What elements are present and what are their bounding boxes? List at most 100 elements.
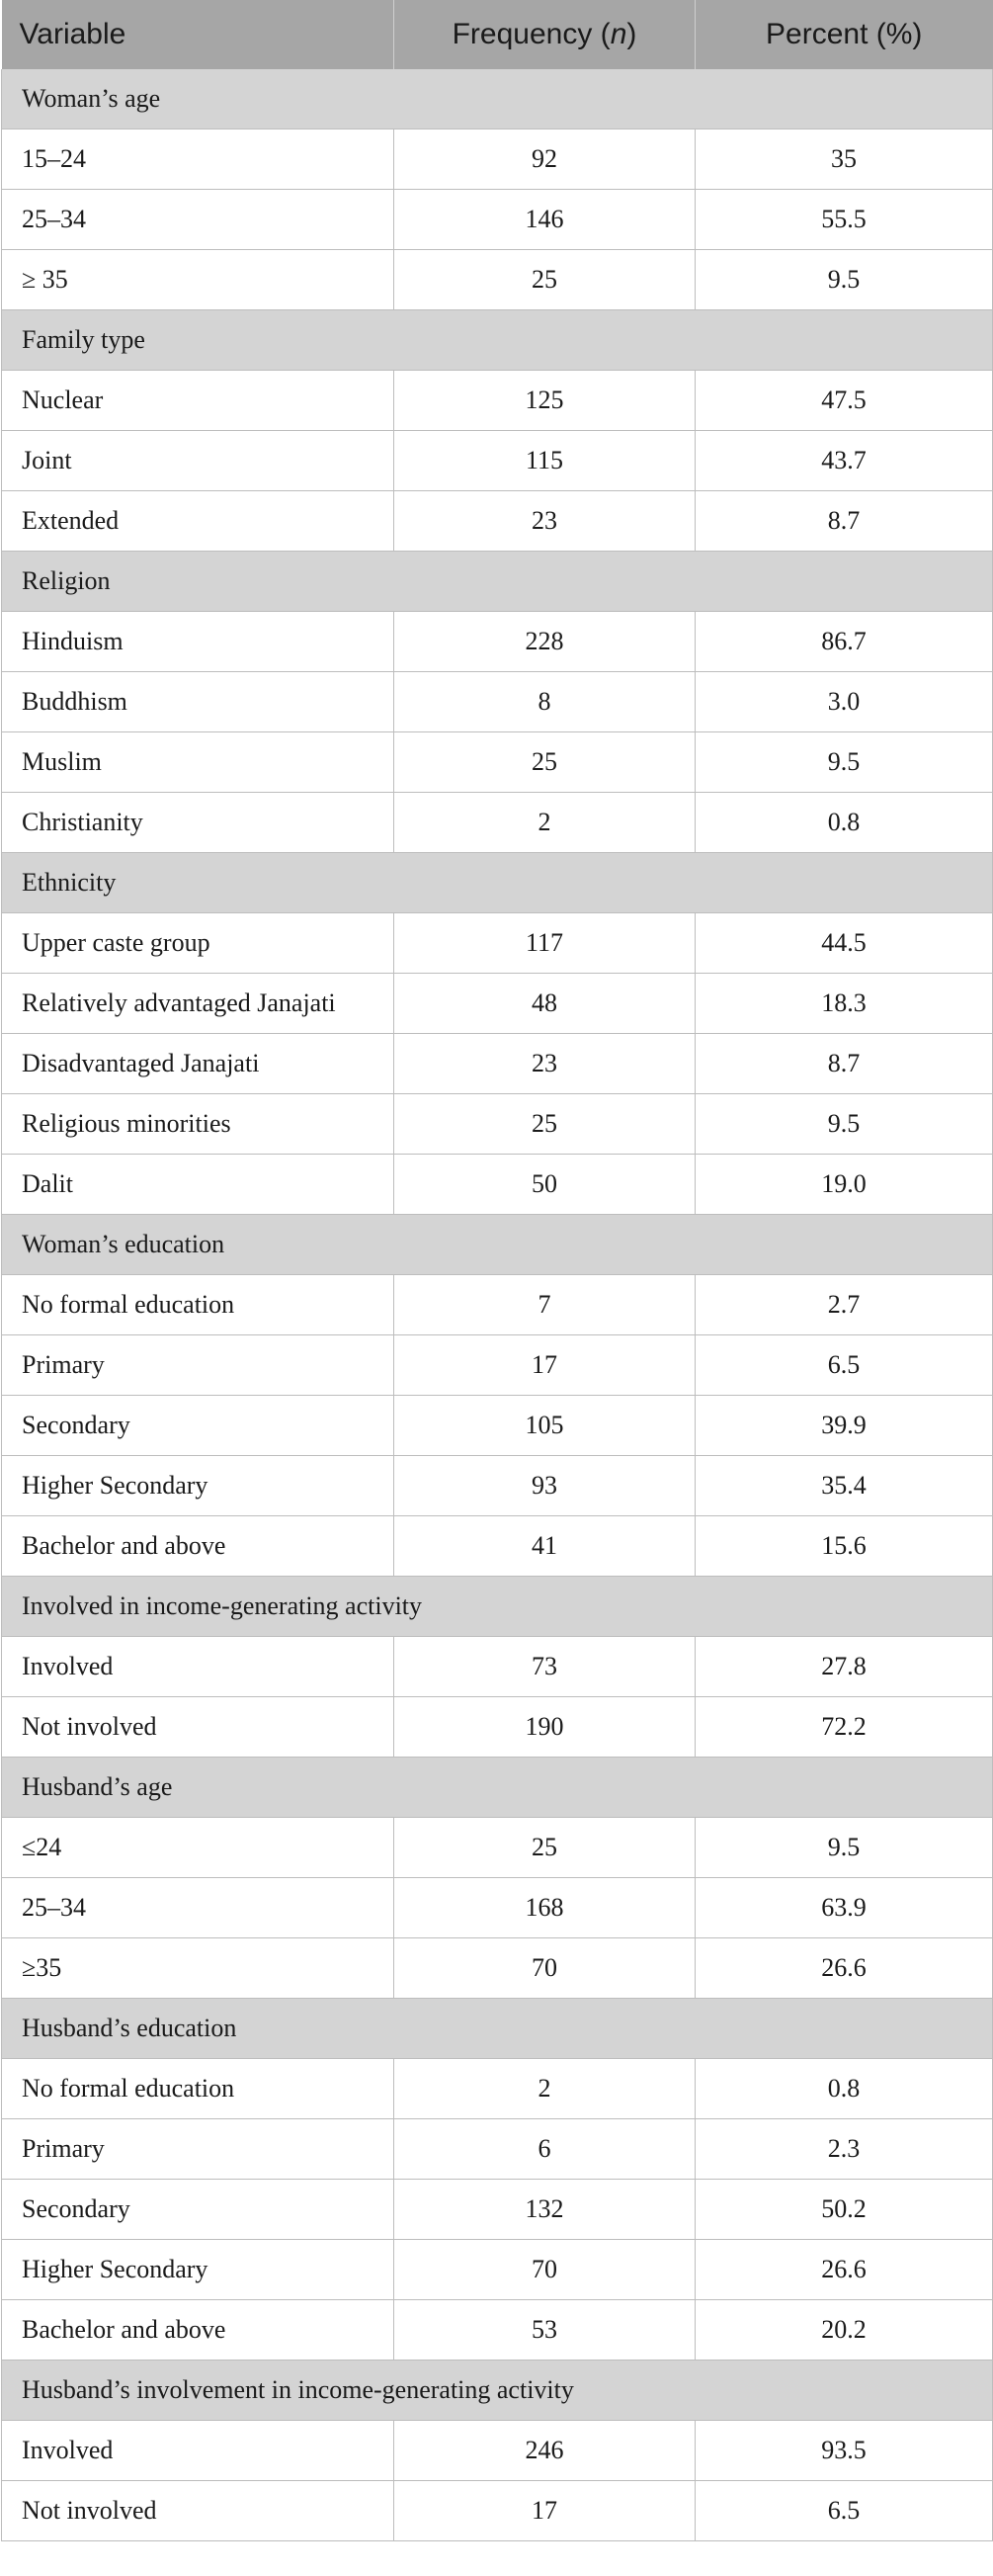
percent-cell: 9.5 — [695, 731, 993, 793]
frequency-cell: 117 — [393, 912, 696, 974]
category-cell: Joint — [1, 430, 394, 491]
group-header-row: Ethnicity — [1, 852, 993, 913]
group-header-row: Husband’s education — [1, 1998, 993, 2059]
table-row: Muslim 25 9.5 — [1, 731, 993, 793]
group-label: Ethnicity — [1, 852, 993, 913]
category-cell: ≤24 — [1, 1817, 394, 1878]
table-row: Joint 115 43.7 — [1, 430, 993, 491]
group-label: Family type — [1, 309, 993, 371]
group-header-row: Woman’s age — [1, 69, 993, 129]
percent-cell: 27.8 — [695, 1636, 993, 1697]
category-cell: Muslim — [1, 731, 394, 793]
percent-cell: 18.3 — [695, 973, 993, 1034]
table-row: Primary 6 2.3 — [1, 2118, 993, 2180]
category-cell: ≥35 — [1, 1937, 394, 1999]
frequency-cell: 2 — [393, 792, 696, 853]
percent-cell: 3.0 — [695, 671, 993, 732]
table-row: Not involved 17 6.5 — [1, 2480, 993, 2541]
group-label: Woman’s education — [1, 1214, 993, 1275]
frequency-cell: 73 — [393, 1636, 696, 1697]
group-header-row: Woman’s education — [1, 1214, 993, 1275]
table-row: Hinduism 228 86.7 — [1, 611, 993, 672]
percent-cell: 44.5 — [695, 912, 993, 974]
table-row: Bachelor and above 53 20.2 — [1, 2299, 993, 2361]
percent-cell: 39.9 — [695, 1395, 993, 1456]
frequency-cell: 7 — [393, 1274, 696, 1335]
percent-cell: 6.5 — [695, 2480, 993, 2541]
frequency-cell: 132 — [393, 2179, 696, 2240]
frequency-cell: 17 — [393, 1334, 696, 1396]
category-cell: Christianity — [1, 792, 394, 853]
table-row: Bachelor and above 41 15.6 — [1, 1515, 993, 1577]
category-cell: Upper caste group — [1, 912, 394, 974]
frequency-cell: 50 — [393, 1154, 696, 1215]
category-cell: Relatively advantaged Janajati — [1, 973, 394, 1034]
frequency-cell: 25 — [393, 1093, 696, 1155]
frequency-cell: 8 — [393, 671, 696, 732]
percent-cell: 2.3 — [695, 2118, 993, 2180]
group-header-row: Involved in income-generating activity — [1, 1576, 993, 1637]
table-row: Involved 73 27.8 — [1, 1636, 993, 1697]
percent-cell: 35 — [695, 129, 993, 190]
table-row: ≥ 35 25 9.5 — [1, 249, 993, 310]
percent-cell: 50.2 — [695, 2179, 993, 2240]
percent-cell: 55.5 — [695, 189, 993, 250]
percent-cell: 2.7 — [695, 1274, 993, 1335]
group-label: Husband’s age — [1, 1757, 993, 1818]
frequency-cell: 228 — [393, 611, 696, 672]
category-cell: Hinduism — [1, 611, 394, 672]
frequency-cell: 70 — [393, 2239, 696, 2300]
category-cell: Involved — [1, 1636, 394, 1697]
frequency-cell: 25 — [393, 731, 696, 793]
percent-cell: 86.7 — [695, 611, 993, 672]
frequency-cell: 25 — [393, 1817, 696, 1878]
frequency-cell: 105 — [393, 1395, 696, 1456]
category-cell: 25–34 — [1, 189, 394, 250]
category-cell: Bachelor and above — [1, 2299, 394, 2361]
frequency-cell: 17 — [393, 2480, 696, 2541]
percent-cell: 19.0 — [695, 1154, 993, 1215]
frequency-cell: 246 — [393, 2420, 696, 2481]
frequency-cell: 146 — [393, 189, 696, 250]
table-row: Christianity 2 0.8 — [1, 792, 993, 853]
percent-cell: 6.5 — [695, 1334, 993, 1396]
percent-cell: 9.5 — [695, 249, 993, 310]
group-header-row: Religion — [1, 551, 993, 612]
header-frequency: Frequency (n) — [393, 0, 696, 69]
percent-cell: 9.5 — [695, 1093, 993, 1155]
table-row: Higher Secondary 93 35.4 — [1, 1455, 993, 1516]
category-cell: Primary — [1, 1334, 394, 1396]
table-row: Relatively advantaged Janajati 48 18.3 — [1, 973, 993, 1034]
table-row: Buddhism 8 3.0 — [1, 671, 993, 732]
frequency-cell: 125 — [393, 370, 696, 431]
category-cell: 15–24 — [1, 129, 394, 190]
frequency-cell: 53 — [393, 2299, 696, 2361]
table-row: No formal education 2 0.8 — [1, 2058, 993, 2119]
table-row: Dalit 50 19.0 — [1, 1154, 993, 1215]
percent-cell: 63.9 — [695, 1877, 993, 1938]
percent-cell: 72.2 — [695, 1696, 993, 1758]
group-label: Husband’s education — [1, 1998, 993, 2059]
percent-cell: 15.6 — [695, 1515, 993, 1577]
table-row: Secondary 105 39.9 — [1, 1395, 993, 1456]
category-cell: Secondary — [1, 1395, 394, 1456]
category-cell: No formal education — [1, 2058, 394, 2119]
table-row: Involved 246 93.5 — [1, 2420, 993, 2481]
header-row: Variable Frequency (n) Percent (%) — [1, 0, 993, 69]
frequency-cell: 190 — [393, 1696, 696, 1758]
table-row: Disadvantaged Janajati 23 8.7 — [1, 1033, 993, 1094]
category-cell: Secondary — [1, 2179, 394, 2240]
group-header-row: Husband’s involvement in income-generati… — [1, 2360, 993, 2421]
group-header-row: Family type — [1, 309, 993, 371]
header-variable: Variable — [1, 0, 394, 69]
category-cell: Higher Secondary — [1, 1455, 394, 1516]
table-row: Nuclear 125 47.5 — [1, 370, 993, 431]
table-row: Higher Secondary 70 26.6 — [1, 2239, 993, 2300]
category-cell: Nuclear — [1, 370, 394, 431]
frequency-cell: 48 — [393, 973, 696, 1034]
table-row: 15–24 92 35 — [1, 129, 993, 190]
table-row: Religious minorities 25 9.5 — [1, 1093, 993, 1155]
percent-cell: 20.2 — [695, 2299, 993, 2361]
category-cell: Not involved — [1, 1696, 394, 1758]
